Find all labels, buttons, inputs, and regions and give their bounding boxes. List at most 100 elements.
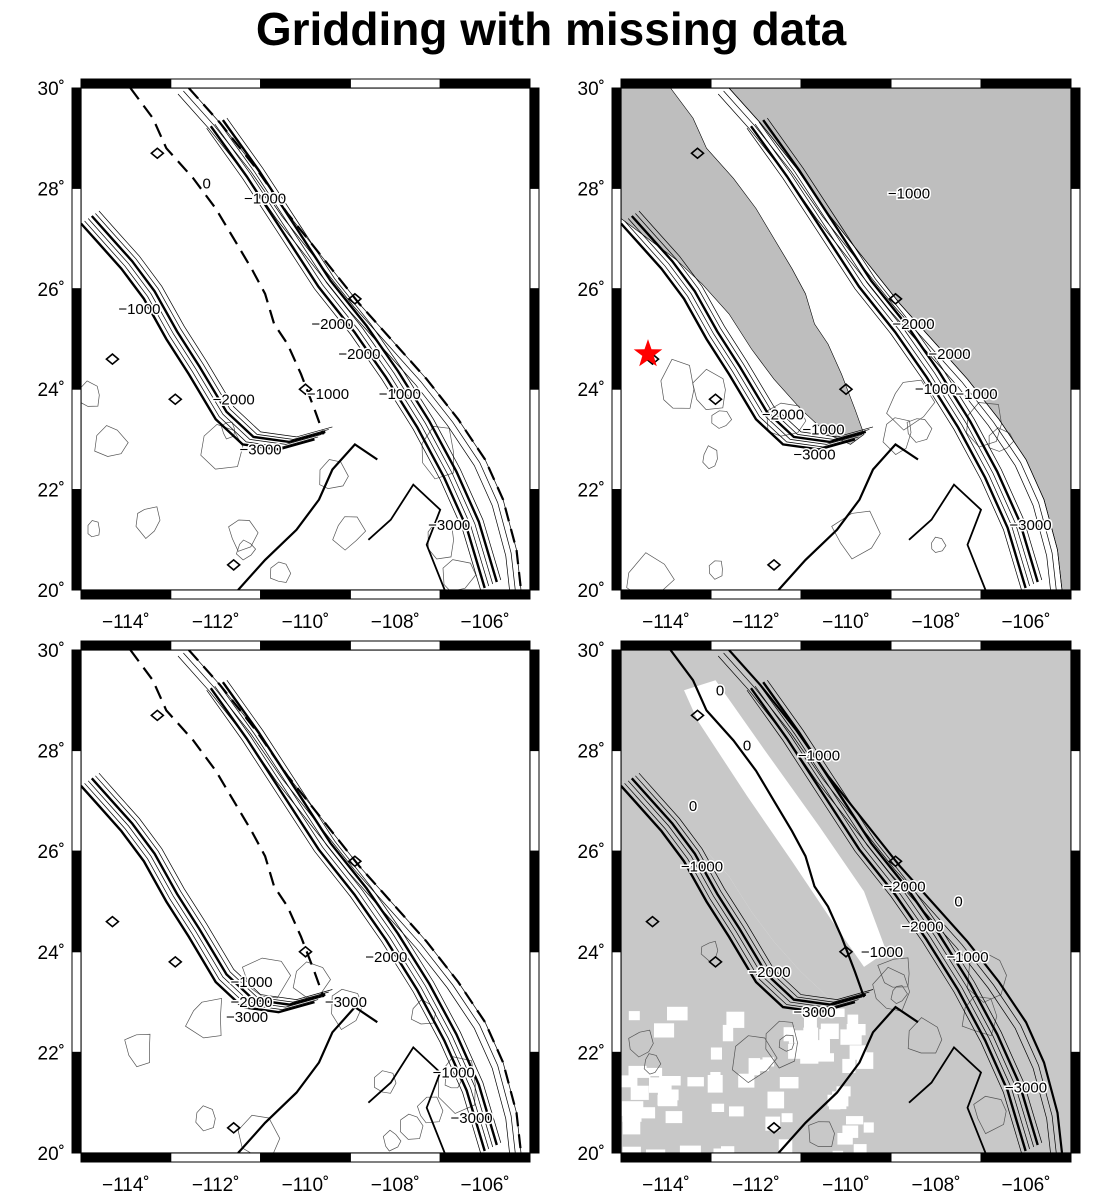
contour-line bbox=[717, 655, 1051, 1153]
contour-line bbox=[750, 687, 1027, 1152]
contour-line bbox=[421, 426, 454, 480]
contour-closed bbox=[708, 955, 723, 968]
contour-line bbox=[444, 1073, 462, 1089]
contour-line bbox=[188, 650, 522, 1153]
contour-closed bbox=[105, 353, 120, 366]
map-frame bbox=[80, 87, 531, 591]
map-frame-ticks bbox=[71, 78, 540, 600]
lon-tick-label: −114˚ bbox=[642, 612, 690, 633]
contour-line bbox=[228, 519, 259, 552]
lat-tick-label: 30˚ bbox=[38, 79, 65, 100]
contour-label: −1000 bbox=[244, 191, 286, 208]
lat-tick-label: 28˚ bbox=[578, 179, 605, 200]
contour-closed bbox=[298, 945, 313, 958]
contour-closed bbox=[347, 855, 363, 868]
contour-line bbox=[87, 218, 322, 445]
contour-closed bbox=[838, 383, 854, 396]
contour-line bbox=[98, 210, 333, 438]
contour-line bbox=[98, 772, 333, 1000]
contour-line bbox=[206, 127, 481, 590]
contour-line bbox=[778, 1034, 795, 1052]
contour-line bbox=[627, 780, 863, 1008]
contour-line bbox=[237, 1114, 281, 1153]
contour-line bbox=[382, 1129, 402, 1152]
contour-line bbox=[643, 1053, 662, 1075]
contour-line bbox=[766, 402, 807, 437]
map-frame-ticks bbox=[611, 640, 1081, 1163]
contour-line bbox=[961, 996, 998, 1037]
contour-line bbox=[638, 772, 874, 1000]
lat-tick-label: 26˚ bbox=[578, 842, 605, 863]
lat-tick-label: 28˚ bbox=[578, 742, 605, 763]
contour-line bbox=[292, 961, 331, 999]
contour-line bbox=[967, 950, 1007, 1003]
lon-tick-label: −112˚ bbox=[732, 612, 780, 633]
data-gap bbox=[622, 1119, 641, 1135]
data-gap bbox=[687, 1077, 704, 1087]
data-gap bbox=[621, 1075, 638, 1088]
lat-tick-label: 28˚ bbox=[38, 179, 65, 200]
data-coverage-area bbox=[729, 650, 1071, 1153]
contour-line bbox=[183, 90, 516, 590]
data-gap bbox=[820, 1023, 839, 1039]
data-gap bbox=[711, 1103, 725, 1112]
contour-line bbox=[758, 683, 1035, 1148]
contour-line bbox=[754, 685, 1030, 1150]
data-gap bbox=[846, 1024, 866, 1036]
contour-label: 0 bbox=[203, 175, 211, 192]
contour-label: −1000 bbox=[861, 944, 903, 961]
contour-label: −1000 bbox=[307, 386, 349, 403]
data-gap bbox=[748, 1058, 761, 1076]
contour-line bbox=[808, 1121, 835, 1147]
lon-tick-label: −110˚ bbox=[282, 612, 330, 633]
star-icon bbox=[633, 339, 663, 367]
contour-line bbox=[124, 1033, 151, 1068]
lon-tick-label: −108˚ bbox=[911, 1175, 960, 1196]
contour-line bbox=[214, 685, 490, 1150]
contour-label: −2000 bbox=[762, 406, 804, 423]
contour-label: −1000 bbox=[802, 421, 844, 438]
contour-closed bbox=[226, 558, 241, 571]
data-gap bbox=[832, 1150, 844, 1153]
contour-closed bbox=[150, 709, 165, 722]
contour-line bbox=[660, 358, 695, 409]
lon-tick-label: −106˚ bbox=[1001, 1175, 1050, 1196]
contour-line bbox=[177, 655, 510, 1153]
zero-contour bbox=[728, 650, 1064, 1153]
contour-closed bbox=[838, 945, 854, 958]
contour-line bbox=[135, 506, 161, 540]
contour-label: −2000 bbox=[365, 949, 407, 966]
data-gap bbox=[812, 1053, 834, 1062]
contour-line bbox=[630, 215, 867, 444]
contour-line bbox=[195, 1105, 216, 1132]
contour-line bbox=[218, 121, 494, 585]
data-gap bbox=[665, 1111, 683, 1124]
contour-line bbox=[209, 125, 486, 589]
contour-label: 0 bbox=[716, 682, 724, 699]
data-gap bbox=[649, 1077, 665, 1093]
contour-line bbox=[628, 1029, 654, 1058]
contour-closed bbox=[766, 558, 782, 571]
lat-tick-label: 20˚ bbox=[578, 1144, 605, 1165]
contour-line bbox=[890, 985, 908, 1005]
lon-tick-label: −110˚ bbox=[822, 1175, 870, 1196]
data-gap bbox=[803, 1027, 819, 1044]
contour-line bbox=[87, 780, 322, 1008]
data-gap bbox=[829, 1099, 841, 1110]
contour-closed bbox=[690, 147, 705, 160]
data-gap bbox=[630, 1085, 649, 1100]
contour-label: −2000 bbox=[901, 919, 943, 936]
lat-tick-label: 30˚ bbox=[578, 79, 605, 100]
contour-line bbox=[90, 215, 326, 444]
map-frame-ticks bbox=[71, 640, 540, 1163]
contour-line bbox=[332, 516, 367, 551]
contour-line bbox=[767, 679, 1043, 1144]
lon-tick-label: −110˚ bbox=[822, 612, 870, 633]
contour-label: −2000 bbox=[338, 346, 380, 363]
contour-line bbox=[95, 213, 329, 440]
data-gap bbox=[722, 1024, 734, 1042]
contour-closed bbox=[168, 955, 183, 968]
contour-line bbox=[81, 380, 100, 407]
contour-label: −3000 bbox=[240, 442, 282, 459]
